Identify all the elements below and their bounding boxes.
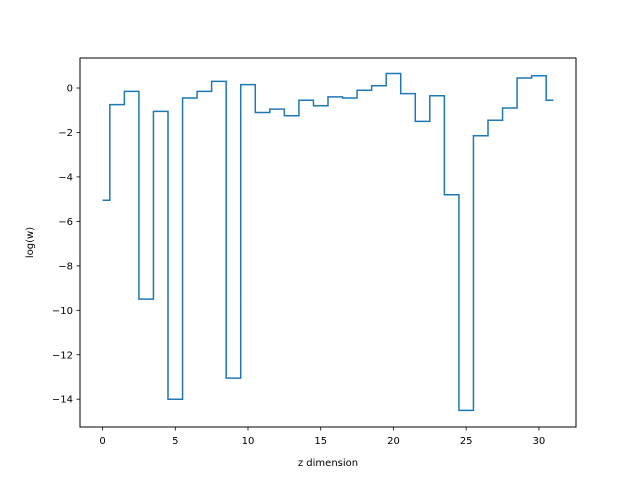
x-tick-label: 0: [99, 436, 105, 447]
y-tick-label: −8: [58, 261, 73, 272]
x-tick-label: 30: [533, 436, 546, 447]
x-tick-label: 10: [242, 436, 255, 447]
y-tick-label: −4: [58, 172, 73, 183]
tick-group: 0 5 10 15 20 25 30 −14 −12 −10 −8 −6 −4 −2 0: [52, 84, 545, 447]
x-tick-label: 25: [460, 436, 473, 447]
y-tick-label: 0: [67, 84, 73, 95]
y-tick-label: −2: [58, 128, 73, 139]
y-tick-label: −14: [52, 395, 73, 406]
x-tick-label: 20: [387, 436, 400, 447]
x-tick-label: 15: [314, 436, 327, 447]
x-tick-label: 5: [172, 436, 178, 447]
y-tick-label: −10: [52, 306, 73, 317]
series-group: [102, 72, 554, 412]
axes-frame: [79, 57, 577, 428]
y-axis-label: log(w): [25, 227, 36, 258]
series-line-0: [102, 72, 554, 412]
y-tick-label: −6: [58, 217, 73, 228]
y-tick-label: −12: [52, 350, 73, 361]
x-axis-label: z dimension: [298, 458, 358, 469]
